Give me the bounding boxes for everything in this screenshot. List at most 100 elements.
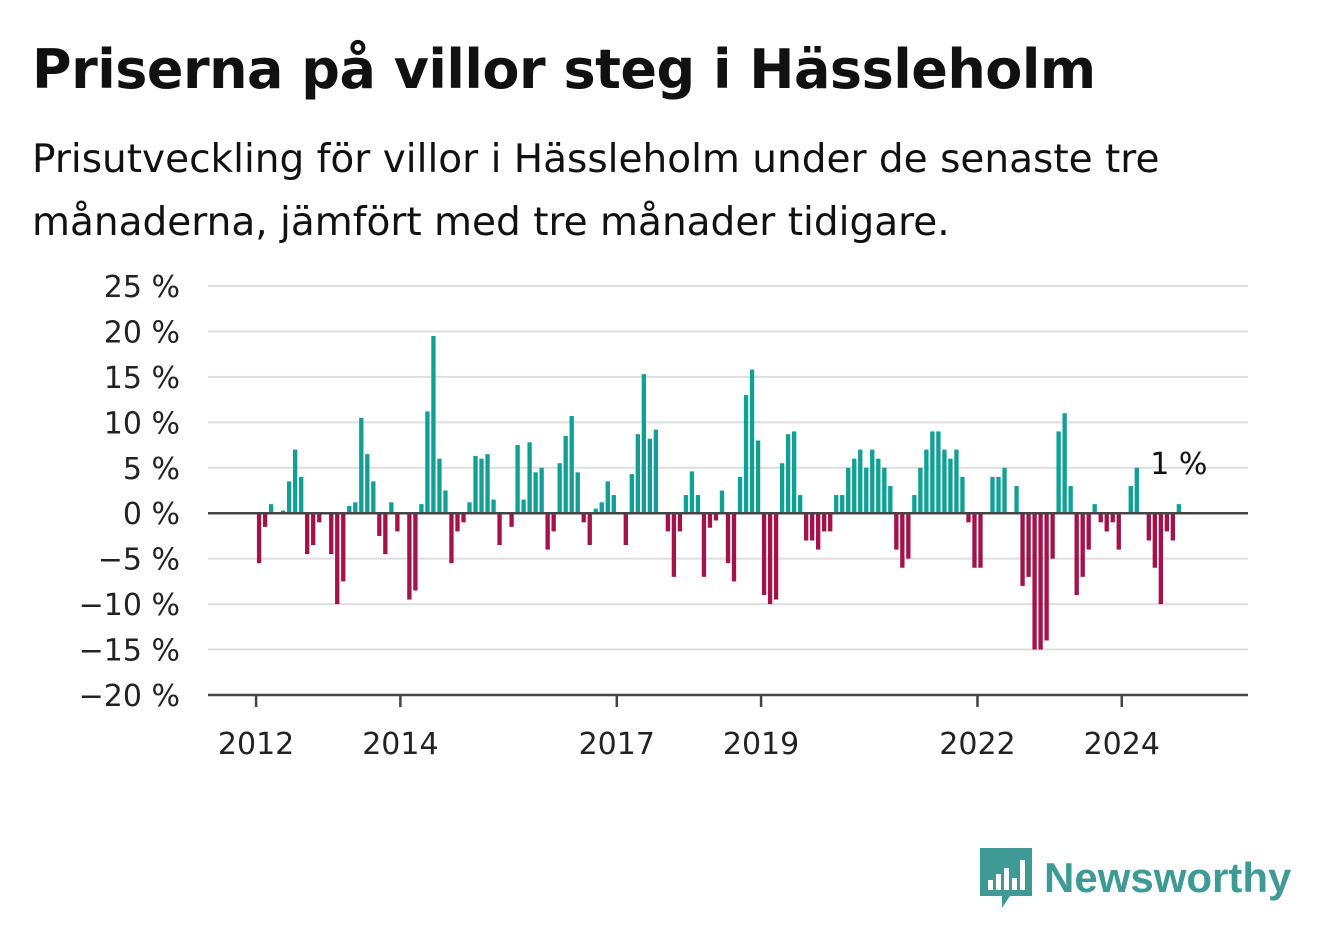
bar: [479, 458, 484, 514]
bar: [948, 458, 953, 514]
bar: [1170, 513, 1176, 541]
bar: [1116, 513, 1121, 550]
bar: [996, 476, 1001, 514]
bar: [1026, 513, 1031, 577]
bar: [1074, 513, 1079, 596]
bar: [515, 445, 520, 514]
bar: [533, 472, 538, 514]
bar: [551, 513, 556, 532]
bar: [431, 335, 436, 514]
bar: [894, 513, 899, 550]
bar: [767, 513, 773, 605]
bar: [912, 495, 917, 514]
bar: [1014, 485, 1019, 514]
bar: [635, 434, 640, 514]
bar: [449, 513, 454, 564]
bar: [425, 411, 430, 514]
bar: [972, 513, 977, 568]
bar: [509, 513, 514, 527]
bar: [268, 504, 274, 514]
bar: [299, 476, 304, 514]
bar: [407, 513, 412, 600]
bar: [906, 513, 911, 559]
y-tick-label: 5 %: [123, 452, 180, 487]
bar: [834, 495, 839, 514]
bar: [689, 471, 695, 514]
x-tick-label: 2017: [579, 727, 655, 762]
bar: [1086, 513, 1091, 550]
bar: [455, 513, 460, 532]
y-tick-label: 10 %: [104, 406, 180, 441]
bar: [305, 513, 310, 555]
bar: [1038, 513, 1043, 650]
bar: [846, 467, 851, 514]
bar: [942, 449, 947, 514]
bar: [966, 513, 971, 523]
gridlines: [208, 285, 1248, 651]
bar: [936, 431, 941, 514]
bar: [623, 513, 628, 546]
bar: [665, 513, 671, 532]
bar: [1032, 513, 1037, 650]
y-tick-label: 15 %: [104, 361, 180, 396]
bar: [521, 499, 526, 514]
bar: [858, 449, 863, 514]
bar: [1062, 413, 1067, 514]
bar: [527, 442, 532, 514]
bar: [990, 476, 995, 514]
bar: [1080, 513, 1085, 577]
bar: [707, 513, 713, 528]
bar: [437, 458, 442, 514]
x-tick-label: 2019: [723, 727, 799, 762]
bar: [725, 513, 731, 564]
bar: [701, 513, 707, 577]
bar: [876, 458, 881, 514]
bar: [1020, 513, 1025, 586]
bar: [329, 513, 334, 555]
bar: [749, 369, 755, 514]
bar: [1098, 513, 1103, 523]
bar: [1152, 513, 1157, 568]
bar: [918, 467, 923, 514]
bar: [293, 449, 298, 514]
bar: [719, 490, 725, 514]
bar: [1068, 485, 1073, 514]
y-tick-label: −10 %: [79, 588, 180, 623]
bar: [755, 440, 761, 514]
bar: [870, 449, 875, 514]
bar: [852, 458, 857, 514]
bar: [311, 513, 316, 546]
y-tick-label: −15 %: [79, 634, 180, 669]
x-tick-label: 2024: [1084, 727, 1160, 762]
bar: [695, 495, 701, 514]
bar: [1056, 431, 1061, 514]
y-tick-label: −20 %: [79, 679, 180, 714]
bar: [545, 513, 550, 550]
bar: [317, 513, 322, 523]
bar: [575, 472, 580, 514]
bar: [335, 513, 340, 605]
x-axis-ticks: 2012 2014 2017 2019 2022 2024: [218, 695, 1160, 762]
bar: [810, 513, 815, 541]
bar: [419, 504, 424, 514]
bar: [256, 513, 262, 564]
bar: [954, 449, 959, 514]
newsworthy-logo-icon: [980, 848, 1032, 908]
bar: [882, 467, 887, 514]
bar: [461, 513, 466, 523]
bar: [413, 513, 418, 591]
bar: [587, 513, 592, 546]
bar: [1092, 504, 1097, 514]
y-tick-label: −5 %: [98, 543, 180, 578]
bar: [779, 463, 785, 514]
brand-logo[interactable]: Newsworthy: [980, 848, 1291, 908]
bar: [773, 513, 779, 600]
bar: [743, 395, 749, 514]
y-axis-ticks: 25 % 20 % 15 % 10 % 5 % 0 % −5 % −10 % −15 % −20 …: [79, 270, 180, 714]
bar: [443, 490, 448, 514]
bar: [888, 485, 893, 514]
bar: [864, 467, 869, 514]
bar: [1128, 485, 1133, 514]
bar: [1104, 513, 1109, 532]
